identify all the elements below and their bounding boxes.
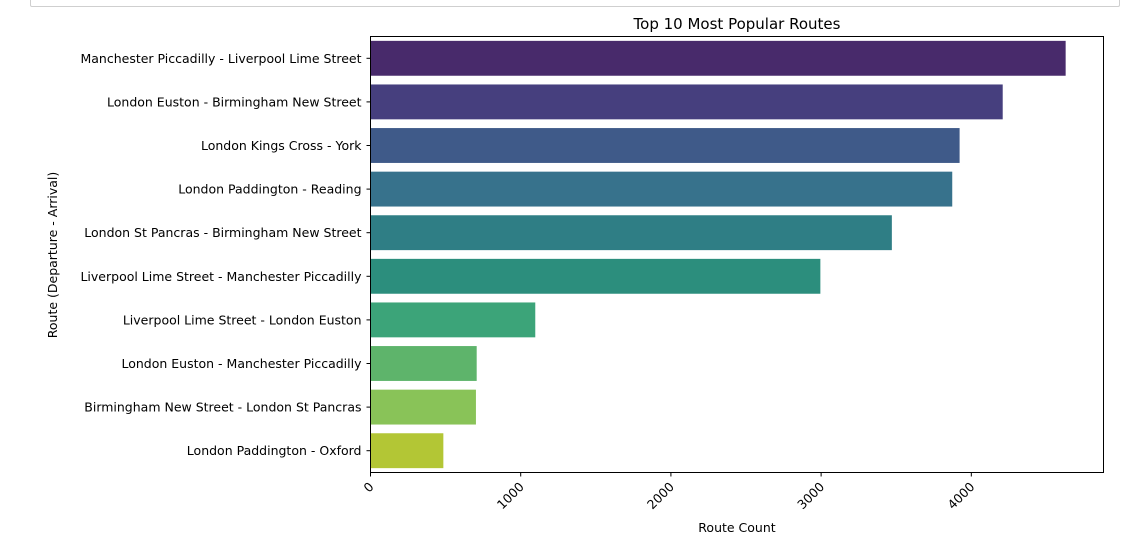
bar-8: [370, 346, 477, 381]
y-tick-label: Birmingham New Street - London St Pancra…: [84, 400, 361, 415]
y-tick-label: London Euston - Birmingham New Street: [107, 94, 362, 109]
x-tick-label: 2000: [644, 479, 677, 512]
chart-title: Top 10 Most Popular Routes: [633, 15, 841, 33]
bar-10: [370, 433, 444, 469]
y-tick-label: London St Pancras - Birmingham New Stree…: [84, 225, 361, 240]
x-tick-label: 3000: [794, 479, 827, 512]
bar-6: [370, 258, 821, 294]
y-tick-label: Manchester Piccadilly - Liverpool Lime S…: [80, 51, 361, 66]
notebook-cell-border: [30, 0, 1120, 7]
x-tick-label: 0: [360, 479, 376, 495]
y-axis-label: Route (Departure - Arrival): [45, 172, 60, 339]
bar-7: [370, 302, 536, 338]
x-tick-label: 1000: [494, 479, 527, 512]
bar-4: [370, 171, 953, 207]
bar-3: [370, 128, 960, 163]
plot-area-frame: [370, 36, 1104, 473]
bar-9: [370, 389, 476, 425]
y-tick-label: London Euston - Manchester Piccadilly: [121, 356, 362, 371]
bar-5: [370, 215, 892, 251]
y-tick-label: London Kings Cross - York: [201, 138, 362, 153]
bar-1: [370, 40, 1066, 76]
y-tick-label: London Paddington - Oxford: [187, 443, 362, 458]
y-tick-label: London Paddington - Reading: [178, 182, 361, 197]
bars-group: [370, 40, 1066, 469]
x-axis-label: Route Count: [698, 520, 775, 535]
x-tick-label: 4000: [944, 479, 977, 512]
x-ticks: 0 1000 2000 3000 4000: [360, 472, 977, 512]
bar-2: [370, 84, 1003, 120]
y-tick-labels: Manchester Piccadilly - Liverpool Lime S…: [80, 51, 371, 458]
y-tick-label: Liverpool Lime Street - Manchester Picca…: [80, 269, 362, 284]
y-tick-label: Liverpool Lime Street - London Euston: [123, 312, 362, 327]
